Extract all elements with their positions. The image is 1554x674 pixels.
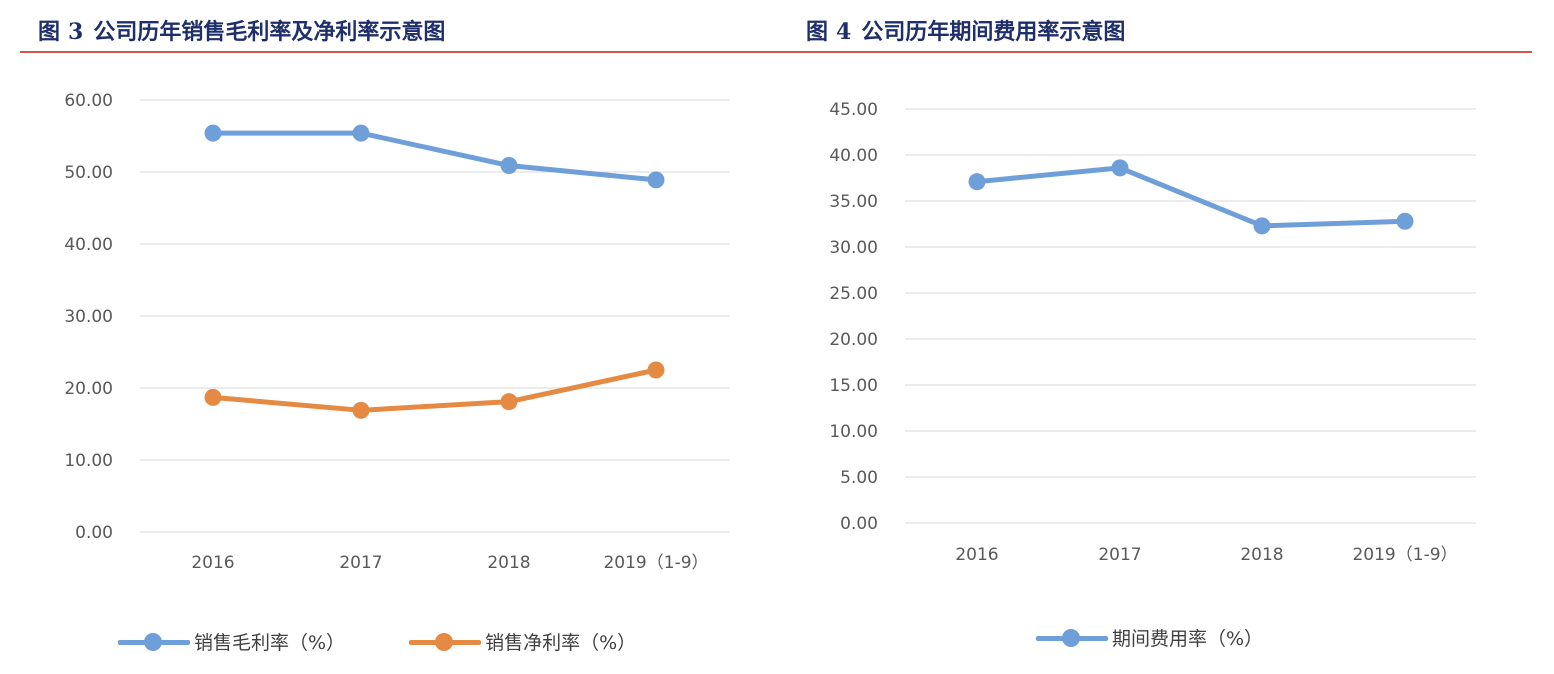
y-tick-label: 0.00	[75, 523, 113, 543]
data-point	[204, 124, 222, 142]
y-tick-label: 60.00	[64, 91, 113, 111]
data-point	[1253, 217, 1271, 235]
figure-4-number: 4	[836, 19, 852, 45]
data-point	[352, 401, 370, 419]
figure-4-label: 图	[806, 19, 829, 45]
series-line	[210, 367, 659, 413]
data-point	[647, 171, 665, 189]
figure-4-title: 图 4 公司历年期间费用率示意图	[806, 14, 1126, 45]
y-tick-label: 35.00	[829, 192, 878, 212]
legend-label: 销售毛利率（%）	[194, 632, 346, 654]
data-point	[1396, 212, 1414, 230]
figure-3-label: 图	[38, 19, 61, 45]
series-line	[210, 130, 659, 183]
y-tick-label: 30.00	[64, 307, 113, 327]
legend-item: 销售毛利率（%）	[118, 628, 345, 655]
y-tick-label: 10.00	[829, 422, 878, 442]
y-tick-label: 40.00	[829, 146, 878, 166]
x-tick-label: 2019（1-9）	[603, 553, 708, 573]
x-tick-label: 2018	[487, 553, 530, 573]
x-tick-label: 2018	[1240, 545, 1283, 565]
x-tick-label: 2017	[1098, 545, 1141, 565]
y-tick-label: 40.00	[64, 235, 113, 255]
legend-marker-icon	[118, 632, 190, 652]
data-point	[647, 361, 665, 379]
y-tick-label: 30.00	[829, 238, 878, 258]
figure-3-number: 3	[68, 19, 84, 45]
y-tick-label: 25.00	[829, 284, 878, 304]
y-tick-label: 15.00	[829, 376, 878, 396]
figure-3-title: 图 3 公司历年销售毛利率及净利率示意图	[38, 14, 446, 45]
data-point	[352, 124, 370, 142]
y-tick-label: 10.00	[64, 451, 113, 471]
data-point	[968, 173, 986, 191]
x-tick-label: 2016	[955, 545, 998, 565]
y-tick-label: 20.00	[64, 379, 113, 399]
legend-marker-icon	[409, 632, 482, 652]
y-tick-label: 50.00	[64, 163, 113, 183]
legend-label: 期间费用率（%）	[1112, 628, 1264, 650]
figure-3-caption: 公司历年销售毛利率及净利率示意图	[93, 19, 446, 45]
data-point	[204, 388, 222, 406]
y-tick-label: 0.00	[840, 514, 878, 534]
x-tick-label: 2017	[339, 553, 382, 573]
data-point	[1111, 159, 1129, 177]
figure-4-caption: 公司历年期间费用率示意图	[861, 19, 1126, 45]
data-point	[500, 157, 518, 175]
legend-label: 销售净利率（%）	[485, 632, 637, 654]
x-tick-label: 2019（1-9）	[1352, 545, 1457, 565]
x-tick-label: 2016	[191, 553, 234, 573]
legend-item: 销售净利率（%）	[409, 628, 636, 655]
legend-chart-4: 期间费用率（%）	[1036, 624, 1327, 651]
legend-item: 期间费用率（%）	[1036, 624, 1263, 651]
y-tick-label: 5.00	[840, 468, 878, 488]
legend-chart-3: 销售毛利率（%） 销售净利率（%）	[118, 628, 700, 655]
header-divider	[20, 51, 1532, 53]
legend-marker-icon	[1036, 628, 1108, 648]
series-line	[974, 165, 1408, 229]
data-point	[500, 393, 518, 411]
y-tick-label: 20.00	[829, 330, 878, 350]
y-tick-label: 45.00	[829, 100, 878, 120]
